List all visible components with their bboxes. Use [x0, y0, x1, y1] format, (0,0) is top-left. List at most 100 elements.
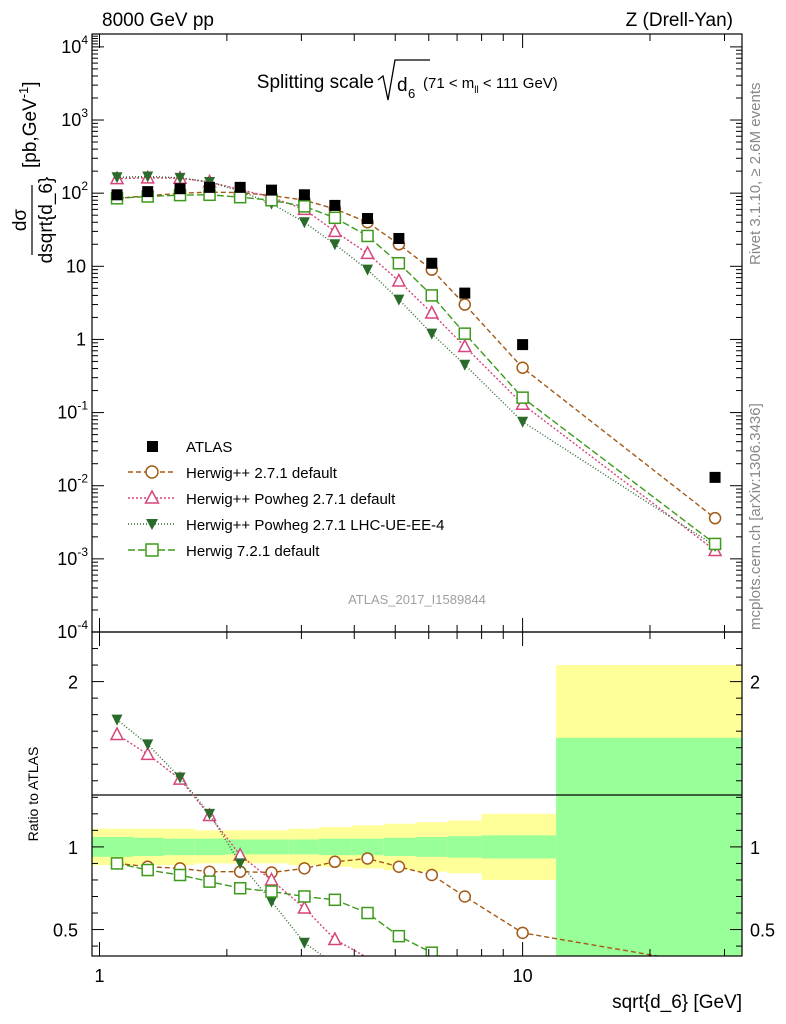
y-tick-label: 103	[61, 106, 88, 130]
y-tick-label: 10-2	[57, 472, 88, 496]
y-tick-label: 102	[61, 179, 88, 203]
ratio-series-4-point	[141, 863, 154, 877]
ratio-series-2-line	[116, 733, 366, 956]
series-3-point	[142, 171, 154, 183]
y-tick-label: 104	[61, 33, 88, 57]
series-0-point	[459, 287, 471, 299]
legend-label-powheg-lhc-ue: Herwig++ Powheg 2.7.1 LHC-UE-EE-4	[186, 517, 444, 534]
y-tick-label: 1	[76, 329, 86, 349]
uncertainty-band-inner	[481, 835, 557, 859]
uncertainty-band-inner	[416, 836, 448, 857]
ratio-series-3-point	[111, 714, 123, 726]
ratio-series-4-point	[328, 893, 342, 907]
series-1-point	[708, 511, 722, 525]
header-left: 8000 GeV pp	[102, 10, 214, 31]
series-4-line	[116, 194, 716, 545]
series-0-point	[142, 186, 154, 198]
ratio-series-4-point	[361, 906, 374, 920]
ylabel-units: [pb,GeV-1]	[16, 81, 41, 168]
series-0-point	[204, 181, 216, 193]
ylabel-numerator: dσ	[10, 209, 31, 232]
series-0-point	[362, 213, 374, 225]
ratio-series-2-point	[140, 746, 155, 761]
ratio-frame	[91, 631, 743, 957]
ratio-tick-label-right: 2	[750, 673, 760, 693]
ratio-series-3-point	[142, 739, 154, 751]
uncertainty-band-inner	[556, 737, 742, 956]
legend-label-atlas: ATLAS	[186, 439, 232, 456]
ratio-series-1-point	[425, 868, 439, 882]
plot-title: Splitting scale d 6 (71 < mll < 111 GeV)	[257, 59, 558, 101]
legend-marker-atlas	[147, 441, 158, 452]
series-4-point	[458, 327, 472, 340]
legend: ATLAS Herwig++ 2.7.1 default Herwig++ Po…	[128, 439, 444, 560]
ylabel-denominator: dsqrt{d_6}	[36, 177, 57, 264]
legend-entry-herwigpp-default: Herwig++ 2.7.1 default	[128, 465, 338, 482]
series-2-point	[327, 223, 343, 238]
y-tick-label: 10	[66, 256, 86, 276]
series-4-point	[328, 211, 342, 225]
legend-label-herwigpp-default: Herwig++ 2.7.1 default	[186, 465, 338, 482]
uncertainty-band-inner	[288, 839, 319, 855]
series-3-point	[393, 294, 405, 306]
ratio-tick-label-right: 0.5	[750, 921, 775, 941]
series-2-point	[391, 272, 407, 287]
ratio-series-1-point	[361, 852, 374, 865]
title-sym: d	[397, 75, 408, 96]
series-0-point	[709, 471, 721, 483]
series-3-point	[174, 172, 186, 184]
series-3-point	[298, 217, 310, 229]
series-0-point	[393, 232, 405, 244]
uncertainty-band-inner	[351, 838, 384, 856]
series-0-point	[234, 181, 246, 193]
series-1-point	[458, 298, 472, 311]
uncertainty-band-inner	[318, 838, 352, 856]
ratio-series-3-point	[204, 808, 216, 820]
series-4-point	[361, 229, 374, 243]
series-0-point	[111, 189, 123, 201]
uncertainty-band-inner	[133, 837, 164, 856]
legend-marker-herwig7	[145, 543, 159, 557]
series-2-point	[360, 245, 375, 260]
series-0-point	[266, 184, 278, 196]
ratio-series-3-line	[116, 719, 325, 956]
series-0-point	[174, 183, 186, 195]
ratio-series-4-point	[110, 857, 124, 870]
series-3-point	[517, 416, 529, 428]
ratio-series-1-point	[298, 862, 311, 875]
header-right: Z (Drell-Yan)	[626, 10, 733, 31]
uncertainty-band-inner	[194, 838, 226, 856]
title-range: (71 < mll < 111 GeV)	[423, 75, 558, 96]
legend-marker-powheg-lhc-ue	[146, 519, 158, 530]
ratio-series-3-point	[174, 772, 186, 784]
series-4-point	[516, 391, 529, 404]
x-tick-label: 10	[513, 966, 533, 986]
ratio-series-2-point	[264, 871, 279, 886]
ratio-series-1-point	[458, 890, 472, 903]
legend-label-powheg-default: Herwig++ Powheg 2.7.1 default	[186, 491, 396, 508]
series-4-point	[425, 289, 439, 302]
uncertainty-band-inner	[163, 838, 195, 856]
ratio-panel: 1 10 0.5 0.5 1 1 2 2 Ratio to ATLAS sqrt{d_6} […	[25, 631, 775, 1013]
sqrt-sign-icon	[377, 59, 430, 101]
title-sub: 6	[408, 86, 415, 101]
ratio-series-4-point	[392, 929, 406, 943]
series-4-point	[233, 190, 247, 204]
ratio-series-2-point	[297, 899, 312, 914]
ratio-series-1-point	[328, 855, 342, 869]
y-axis-label: dσ dsqrt{d_6} [pb,GeV-1]	[10, 81, 57, 263]
ratio-tick-label: 1	[68, 838, 78, 858]
ratio-series-2-point	[327, 931, 343, 946]
series-0-point	[426, 257, 438, 269]
ratio-series-4-point	[173, 868, 187, 882]
series-3-point	[329, 239, 341, 251]
analysis-watermark: ATLAS_2017_I1589844	[348, 592, 486, 607]
series-4-point	[298, 200, 311, 213]
y-tick-label: 10-4	[57, 618, 88, 642]
series-4-point	[265, 193, 278, 207]
ratio-series-4-point	[203, 875, 216, 888]
ratio-series-4-line	[116, 862, 442, 956]
series-3-point	[111, 172, 123, 184]
legend-marker-herwigpp-default	[145, 465, 159, 479]
